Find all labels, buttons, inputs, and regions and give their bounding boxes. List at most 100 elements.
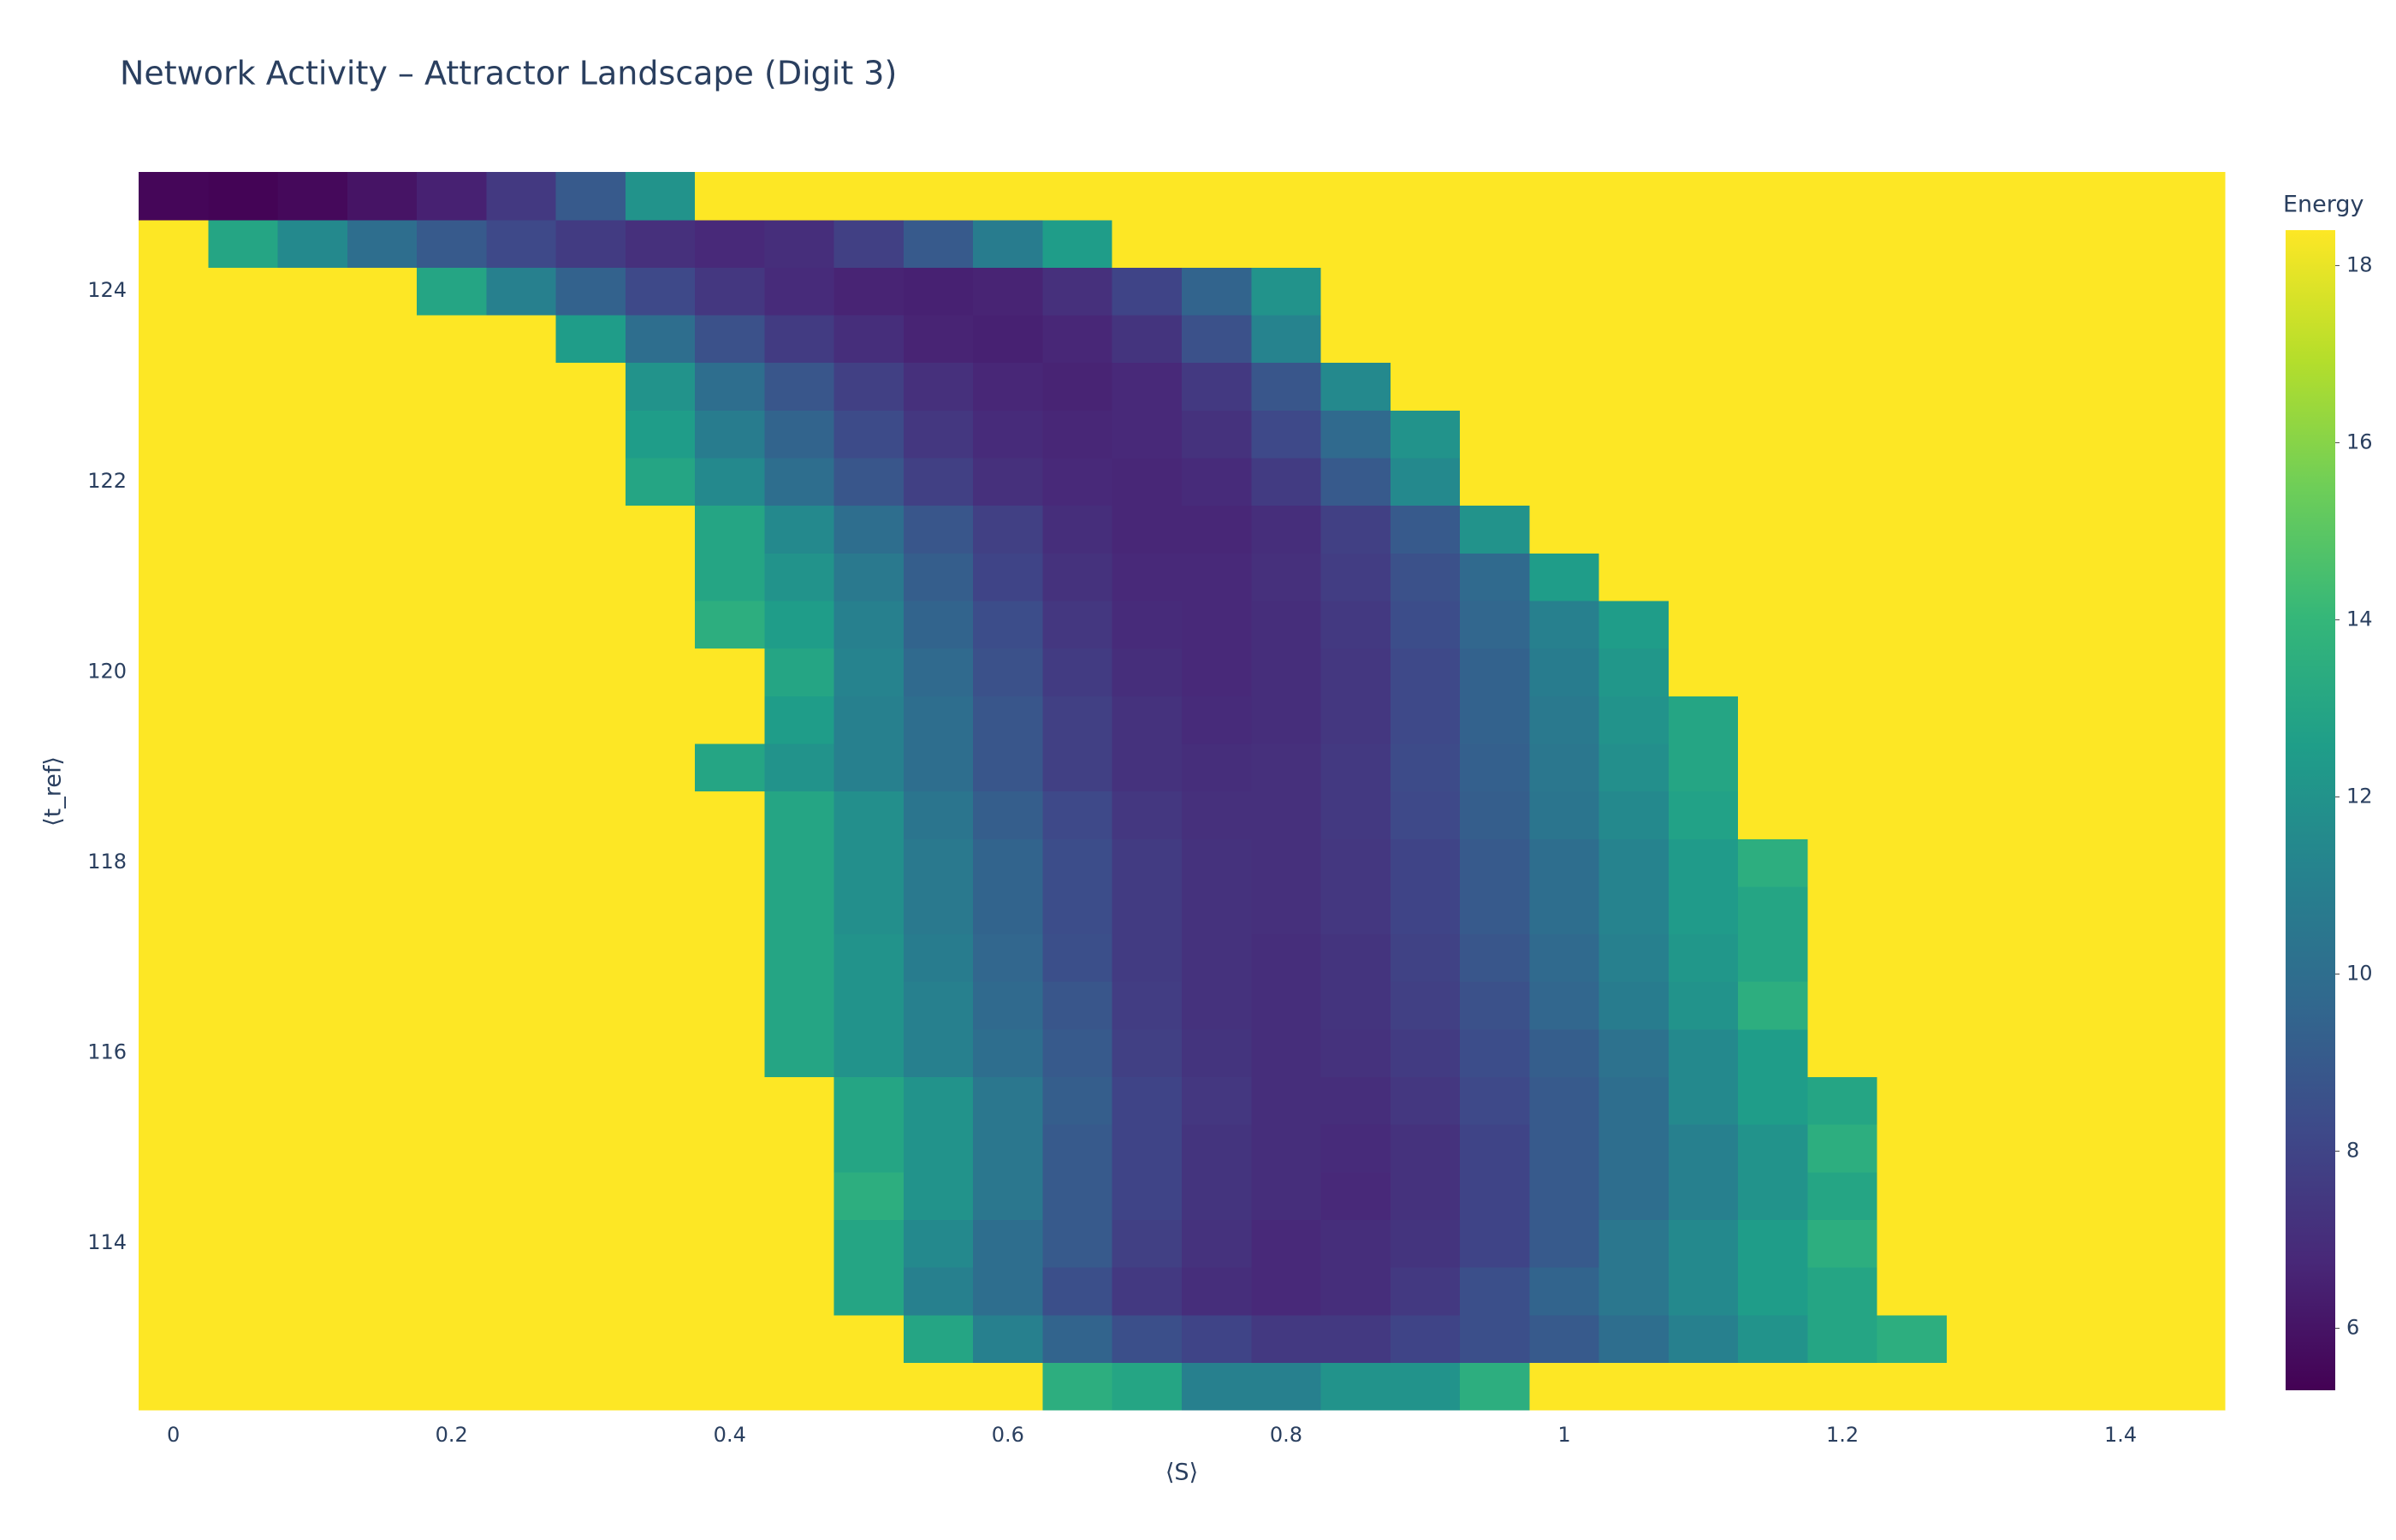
cell (1390, 648, 1461, 696)
cell (486, 457, 557, 506)
cell (903, 505, 974, 554)
cell (208, 505, 279, 554)
cell (1182, 933, 1252, 982)
cell (764, 1267, 835, 1316)
cell (486, 1076, 557, 1125)
cell (625, 1076, 696, 1125)
cell (903, 933, 974, 982)
cell (1529, 457, 1600, 506)
cell (486, 1362, 557, 1411)
cell (1598, 1028, 1669, 1078)
cell (555, 1267, 626, 1316)
cell (973, 314, 1044, 364)
cell (1320, 933, 1391, 982)
cell (1112, 505, 1183, 554)
cell (1738, 410, 1808, 459)
cell (973, 219, 1044, 268)
cell (2155, 743, 2226, 792)
cell (1251, 1028, 1322, 1078)
cell (695, 600, 765, 649)
cell (347, 505, 418, 554)
cell (1390, 696, 1461, 744)
cell (1668, 1267, 1739, 1316)
cell (2155, 267, 2226, 316)
cell (903, 219, 974, 268)
cell (625, 267, 696, 316)
cell (973, 933, 1044, 982)
cell (486, 1314, 557, 1363)
cell (833, 219, 904, 268)
cell (625, 791, 696, 839)
cell (1460, 553, 1530, 601)
cell (1877, 553, 1948, 601)
cell (417, 1314, 487, 1363)
cell (973, 981, 1044, 1030)
cell (1390, 1028, 1461, 1078)
cell (1112, 886, 1183, 935)
cell (2016, 600, 2087, 649)
cell (1877, 1028, 1948, 1078)
cell (1112, 314, 1183, 364)
colorbar (2286, 230, 2335, 1390)
cell (973, 1028, 1044, 1078)
cell (695, 457, 765, 506)
cell (2085, 1076, 2156, 1125)
cell (1460, 1314, 1530, 1363)
cell (1807, 410, 1878, 459)
cell (1460, 600, 1530, 649)
cell (1390, 1267, 1461, 1316)
cell (139, 791, 209, 839)
cell (1042, 933, 1113, 982)
cell (903, 1028, 974, 1078)
cell (833, 172, 904, 221)
cell (1460, 219, 1530, 268)
cell (973, 1076, 1044, 1125)
cell (2016, 1362, 2087, 1411)
cell (417, 600, 487, 649)
cell (2085, 1124, 2156, 1173)
cell (1251, 314, 1322, 364)
cell (486, 1028, 557, 1078)
cell (2155, 505, 2226, 554)
cell (903, 314, 974, 364)
y-tick-label: 114 (87, 1230, 127, 1254)
cell (139, 219, 209, 268)
cell (1946, 1171, 2017, 1220)
x-tick-label: 0 (167, 1423, 180, 1447)
y-tick-label: 124 (87, 278, 127, 302)
cell (1112, 1314, 1183, 1363)
colorbar-tick-label: 14 (2346, 607, 2373, 631)
cell (833, 696, 904, 744)
cell (1320, 362, 1391, 411)
cell (695, 648, 765, 696)
cell (2085, 362, 2156, 411)
cell (1598, 1219, 1669, 1268)
cell (139, 1362, 209, 1411)
cell (555, 314, 626, 364)
cell (139, 1314, 209, 1363)
cell (973, 600, 1044, 649)
cell (1668, 1171, 1739, 1220)
cell (625, 505, 696, 554)
cell (1251, 1219, 1322, 1268)
cell (1738, 600, 1808, 649)
cell (1877, 933, 1948, 982)
cell (486, 410, 557, 459)
cell (486, 648, 557, 696)
cell (208, 1124, 279, 1173)
cell (973, 743, 1044, 792)
cell (903, 553, 974, 601)
colorbar-tick-label: 18 (2346, 252, 2373, 276)
cell (417, 743, 487, 792)
cell (1668, 410, 1739, 459)
cell (277, 1124, 348, 1173)
cell (2155, 600, 2226, 649)
cell (347, 933, 418, 982)
cell (973, 457, 1044, 506)
cell (1042, 1171, 1113, 1220)
cell (2016, 1267, 2087, 1316)
cell (764, 267, 835, 316)
cell (1042, 553, 1113, 601)
cell (764, 1314, 835, 1363)
